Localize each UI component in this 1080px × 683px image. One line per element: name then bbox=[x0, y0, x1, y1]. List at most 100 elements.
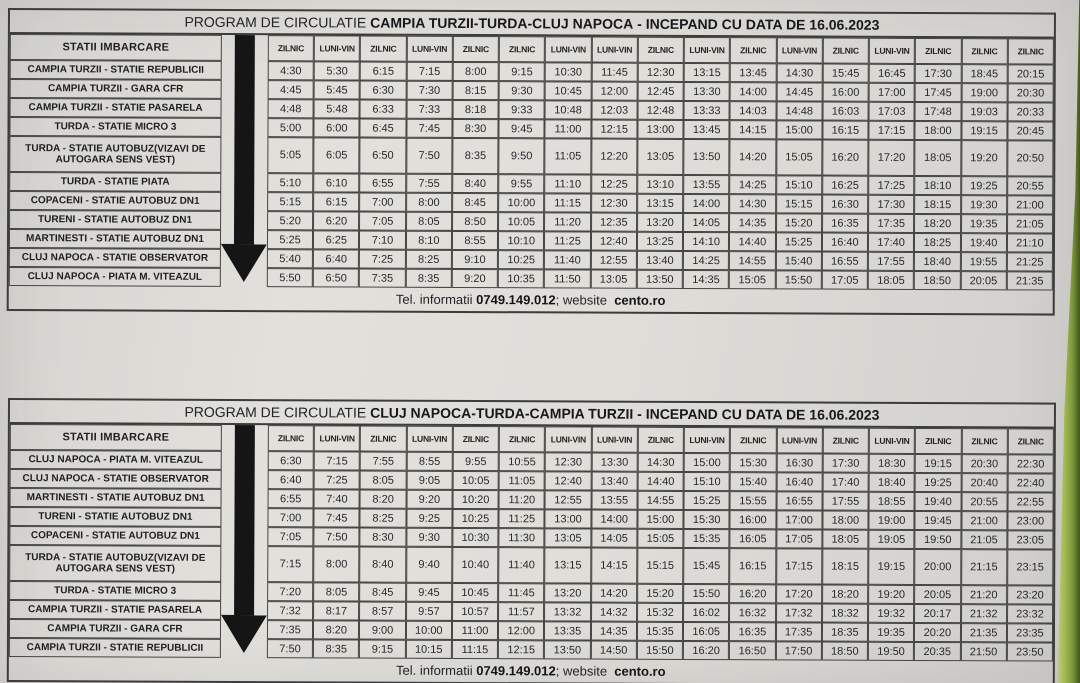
departure-time: 8:35 bbox=[313, 639, 360, 659]
day-type-header: ZILNIC bbox=[915, 427, 962, 455]
departure-time: 17:00 bbox=[868, 82, 915, 102]
departure-time: 7:32 bbox=[267, 601, 314, 621]
departure-time: 10:15 bbox=[405, 639, 452, 659]
departure-time: 19:30 bbox=[960, 195, 1007, 215]
departure-time: 9:33 bbox=[498, 100, 546, 120]
departure-time: 9:40 bbox=[405, 546, 453, 583]
departure-time: 7:25 bbox=[313, 470, 361, 490]
departure-time: 8:40 bbox=[452, 173, 499, 194]
departure-time: 20:55 bbox=[961, 492, 1008, 512]
departure-time: 18:50 bbox=[821, 641, 868, 661]
departure-time: 12:30 bbox=[590, 193, 638, 213]
departure-time: 17:55 bbox=[867, 251, 915, 271]
departure-time: 18:55 bbox=[868, 491, 915, 511]
station-name: CAMPIA TURZII - GARA CFR bbox=[8, 619, 222, 639]
departure-time: 12:03 bbox=[591, 100, 638, 120]
departure-time: 20:55 bbox=[1006, 176, 1054, 196]
departure-time: 12:30 bbox=[637, 62, 684, 82]
departure-time: 6:50 bbox=[359, 137, 407, 174]
departure-time: 15:32 bbox=[636, 602, 684, 622]
title-start-date: - INCEPAND CU DATA DE 16.06.2023 bbox=[633, 15, 880, 33]
day-type-header: ZILNIC bbox=[1007, 428, 1054, 455]
departure-time: 23:32 bbox=[1006, 604, 1054, 624]
day-type-header: ZILNIC bbox=[498, 36, 546, 63]
departure-time: 17:15 bbox=[868, 120, 915, 140]
departure-time: 11:20 bbox=[544, 212, 591, 232]
departure-time: 21:05 bbox=[960, 530, 1008, 550]
departure-time: 10:55 bbox=[498, 452, 546, 472]
departure-time: 15:25 bbox=[683, 490, 730, 511]
departure-time: 21:35 bbox=[1006, 271, 1053, 291]
departure-time: 14:20 bbox=[590, 583, 638, 603]
departure-time: 10:25 bbox=[498, 250, 545, 270]
departure-time: 15:10 bbox=[775, 175, 823, 195]
departure-time: 7:05 bbox=[359, 211, 406, 231]
departure-time: 15:05 bbox=[775, 139, 823, 176]
day-type-header: ZILNIC bbox=[498, 426, 546, 453]
departure-time: 10:40 bbox=[452, 546, 499, 584]
departure-time: 22:40 bbox=[1007, 473, 1054, 493]
departure-time: 5:40 bbox=[266, 249, 314, 269]
departure-time: 12:15 bbox=[498, 640, 545, 660]
station-name: MARTINESTI - STATIE AUTOBUZ DN1 bbox=[9, 488, 222, 508]
departure-time: 15:40 bbox=[729, 472, 777, 492]
departure-time: 8:55 bbox=[406, 451, 453, 471]
departure-time: 18:00 bbox=[914, 120, 962, 141]
departure-time: 7:00 bbox=[267, 508, 314, 528]
departure-time: 16:40 bbox=[821, 232, 869, 252]
day-type-header: ZILNIC bbox=[360, 425, 407, 452]
departure-time: 9:15 bbox=[498, 62, 546, 82]
day-type-header: ZILNIC bbox=[267, 35, 315, 62]
departure-time: 17:15 bbox=[775, 548, 823, 585]
station-name: TURENI - STATIE AUTOBUZ DN1 bbox=[9, 507, 222, 527]
departure-time: 19:40 bbox=[914, 491, 962, 512]
departure-time: 17:32 bbox=[775, 603, 822, 623]
departure-time: 14:25 bbox=[682, 250, 730, 271]
departure-time: 7:35 bbox=[359, 268, 406, 288]
departure-time: 16:02 bbox=[683, 602, 730, 623]
departure-time: 14:32 bbox=[590, 602, 637, 622]
departure-time: 20:05 bbox=[914, 584, 961, 605]
station-name: TURDA - STATIE AUTOBUZ(VIZAVI DE AUTOGAR… bbox=[9, 136, 222, 173]
departure-time: 7:05 bbox=[267, 527, 314, 547]
departure-time: 7:55 bbox=[405, 173, 453, 193]
departure-time: 14:55 bbox=[729, 251, 776, 271]
departure-time: 18:05 bbox=[822, 529, 869, 549]
day-type-header: ZILNIC bbox=[637, 426, 684, 453]
departure-time: 18:40 bbox=[914, 251, 961, 272]
title-origin: CLUJ NAPOCA bbox=[370, 404, 472, 422]
departure-time: 9:45 bbox=[405, 582, 453, 602]
departure-time: 16:55 bbox=[776, 491, 823, 511]
departure-time: 16:05 bbox=[683, 621, 730, 642]
departure-time: 7:50 bbox=[313, 527, 360, 547]
departure-time: 5:20 bbox=[267, 211, 314, 231]
departure-time: 14:15 bbox=[590, 547, 638, 584]
departure-time: 11:05 bbox=[544, 138, 592, 175]
departure-time: 17:40 bbox=[822, 472, 869, 492]
departure-time: 8:25 bbox=[405, 249, 452, 269]
departure-time: 9:30 bbox=[406, 527, 453, 547]
departure-time: 9:20 bbox=[451, 268, 499, 289]
departure-time: 21:10 bbox=[1006, 233, 1054, 253]
station-name: TURDA - STATIE MICRO 3 bbox=[9, 581, 222, 601]
day-type-header: LUNI-VIN bbox=[406, 35, 453, 62]
departure-time: 19:45 bbox=[914, 510, 962, 531]
day-type-header: LUNI-VIN bbox=[406, 425, 453, 452]
departure-time: 11:15 bbox=[544, 193, 591, 213]
title-prefix: PROGRAM DE CIRCULATIE bbox=[184, 13, 371, 31]
departure-time: 22:30 bbox=[1007, 454, 1054, 474]
station-name: CLUJ NAPOCA - STATIE OBSERVATOR bbox=[8, 248, 221, 268]
station-name: CAMPIA TURZII - GARA CFR bbox=[9, 79, 222, 99]
departure-time: 14:30 bbox=[776, 63, 823, 83]
departure-time: 15:00 bbox=[776, 120, 823, 140]
departure-time: 14:00 bbox=[729, 82, 777, 102]
departure-time: 23:00 bbox=[1007, 511, 1054, 531]
day-type-header: LUNI-VIN bbox=[868, 37, 916, 64]
departure-time: 7:00 bbox=[359, 192, 406, 212]
departure-time: 14:20 bbox=[729, 139, 777, 176]
footer-phone: 0749.149.012 bbox=[476, 663, 556, 679]
departure-time: 8:25 bbox=[359, 508, 407, 528]
departure-time: 15:45 bbox=[822, 63, 869, 83]
departure-time: 16:20 bbox=[682, 640, 730, 661]
departure-time: 20:17 bbox=[914, 603, 961, 624]
